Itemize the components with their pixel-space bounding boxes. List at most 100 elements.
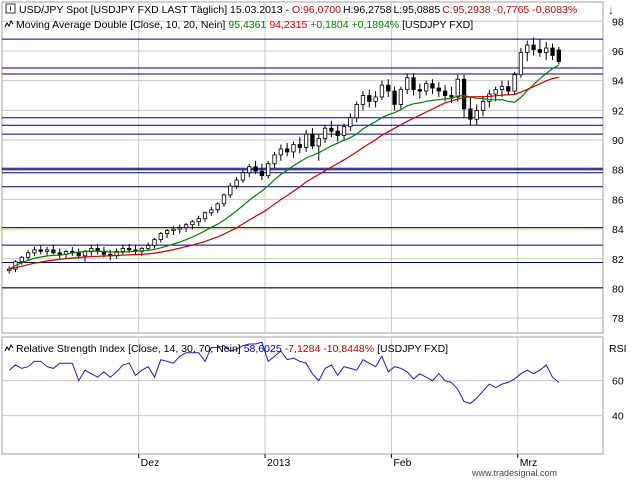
time-tick-label: Mrz (520, 457, 538, 469)
candle-body (417, 89, 422, 92)
candle (367, 89, 372, 108)
ohlc-percent: -0,8083% (532, 4, 577, 16)
candle-body (253, 166, 258, 172)
chart-header: USD/JPY Spot [USDJPY FXD LAST Täglich] 1… (5, 3, 614, 17)
candle (228, 183, 233, 198)
candle (499, 80, 505, 97)
candle (341, 123, 347, 141)
candle-body (209, 209, 214, 214)
candle (487, 89, 492, 108)
svg-text:USD/JPY Spot [USDJPY FXD LAST: USD/JPY Spot [USDJPY FXD LAST Täglich] 1… (19, 4, 577, 16)
candle (177, 224, 182, 234)
candle-body (196, 218, 201, 223)
candle-body (436, 87, 441, 92)
candle-body (480, 101, 486, 111)
candle-body (430, 83, 435, 89)
candle (278, 144, 283, 161)
candle (7, 266, 12, 274)
candle (348, 113, 353, 132)
candle-body (120, 247, 126, 252)
candle-body (367, 95, 372, 102)
time-tick-label: Dez (141, 457, 160, 469)
price-tick-label: 88 (612, 165, 624, 177)
candle-body (272, 154, 277, 165)
candle-body (556, 49, 561, 62)
ohlc-close: C:95,2938 (442, 4, 491, 16)
candle (449, 86, 454, 103)
candle-body (127, 247, 132, 251)
candle (537, 39, 543, 57)
candle-body (322, 127, 328, 139)
candle-body (285, 148, 290, 153)
candle-body (310, 133, 315, 147)
candle-body (297, 144, 302, 148)
candle-body (461, 78, 467, 110)
candle (329, 120, 334, 138)
rsi-change: -7,1284 (285, 343, 321, 355)
candle-body (215, 203, 220, 211)
price-tick-label: 80 (612, 283, 624, 295)
candle (247, 163, 252, 178)
candle-body (373, 96, 378, 102)
time-tick-label: Feb (393, 457, 411, 469)
candle (158, 232, 163, 243)
candle (354, 101, 359, 123)
candle (436, 82, 441, 97)
candle (152, 238, 157, 249)
candle (550, 43, 555, 60)
candle (25, 249, 31, 261)
ohlc-high: H:96,2758 (343, 4, 392, 16)
rsi-source: [USDJPY FXD] (377, 343, 448, 355)
candle-body (493, 89, 498, 95)
ma-legend-label: Moving Average Double [Close, 10, 20, Ne… (16, 19, 225, 31)
candle (297, 137, 302, 154)
price-tick-label: 84 (612, 224, 624, 236)
rsi-axis: 40 60 (612, 376, 624, 423)
candle (171, 226, 176, 236)
candle (259, 163, 265, 181)
candle (51, 245, 56, 255)
ma-legend: Moving Average Double [Close, 10, 20, Ne… (4, 19, 473, 31)
candle (392, 86, 397, 111)
price-panel-frame (1, 1, 604, 334)
candle-body (411, 77, 416, 90)
candle-body (550, 47, 555, 56)
ohlc-open: O:96,0700 (292, 4, 341, 16)
price-tick-label: 98 (612, 16, 624, 28)
candle-body (531, 44, 536, 50)
candle (164, 229, 170, 239)
candle (379, 80, 385, 100)
candle-body (228, 185, 233, 196)
candle-body (19, 256, 24, 263)
rsi-axis-title: RSI (609, 343, 627, 355)
candle (556, 46, 561, 65)
candle-body (177, 227, 182, 230)
candle (266, 160, 271, 179)
candle-body (487, 93, 492, 102)
time-tick-label: 2013 (267, 457, 291, 469)
price-tick-label: 92 (612, 105, 624, 117)
candle-body (51, 249, 56, 254)
candle-body (158, 233, 163, 240)
candle-body (303, 133, 309, 148)
candle (531, 37, 536, 56)
price-tick-label: 96 (612, 46, 624, 58)
moving-average-lines (8, 64, 560, 270)
candle-body (266, 163, 271, 177)
candle-body (259, 170, 265, 177)
candle (38, 245, 43, 255)
candle (480, 96, 486, 117)
candle (506, 80, 511, 96)
candle-body (379, 84, 385, 98)
candle-body (386, 84, 391, 92)
collapse-arrow-icon[interactable]: ↓ (608, 3, 614, 17)
rsi-series-line (8, 341, 560, 404)
candle-body (398, 89, 404, 105)
candle (202, 211, 208, 222)
rsi-gridlines (2, 337, 603, 454)
candle-body (32, 249, 37, 254)
candle (196, 215, 201, 227)
candle (32, 246, 37, 256)
